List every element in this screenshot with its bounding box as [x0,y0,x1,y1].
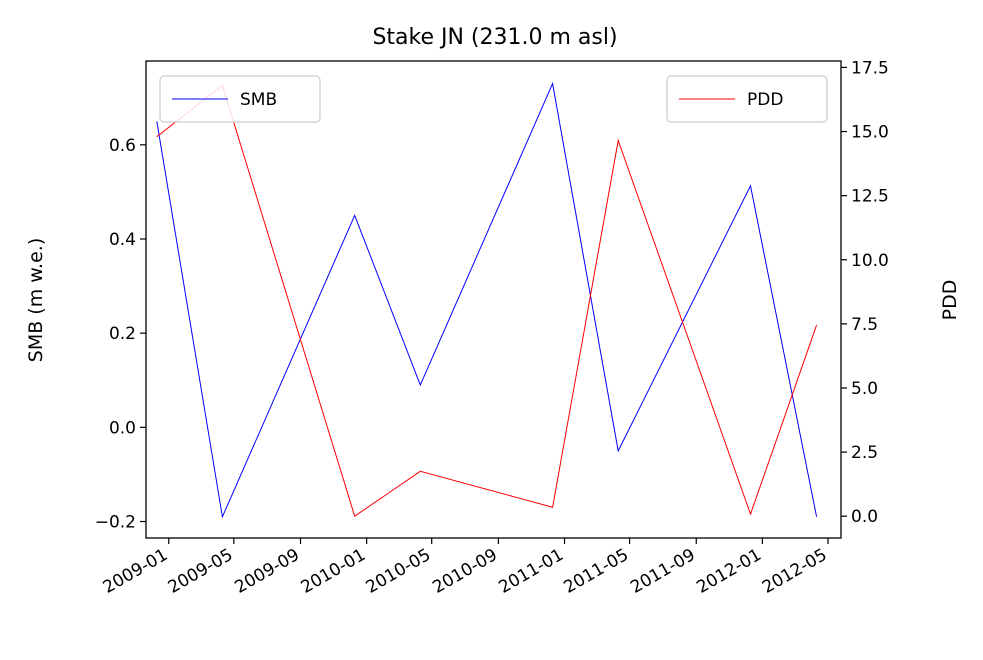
y2-tick-label: 12.5 [851,187,889,207]
y2-tick-label: 10.0 [851,251,889,271]
y2-tick-label: 2.5 [851,443,878,463]
legends: SMB PDD [159,75,828,123]
y2-axis-label: PDD [939,280,961,321]
y-tick-label: 0.4 [109,230,136,250]
y-tick-label: 0.0 [109,418,136,438]
y-axis-label: SMB (m w.e.) [25,238,47,362]
series-line-smb [156,81,818,519]
axes [145,60,842,539]
legend-label: SMB [240,90,277,110]
legend-pdd: PDD [666,75,828,123]
y2-tick-label: 17.5 [851,58,889,78]
y2-tick-label: 5.0 [851,379,878,399]
legend-box [666,75,828,123]
y-tick-label: 0.6 [109,136,136,156]
plot-area [156,81,818,519]
y2-tick-label: 7.5 [851,315,878,335]
y2-tick-label: 15.0 [851,123,889,143]
y-tick-label: 0.2 [109,324,136,344]
y2-tick-label: 0.0 [851,507,878,527]
legend-label: PDD [747,90,783,110]
series-line-pdd [156,84,818,517]
plot-frame [145,60,842,539]
legend-smb: SMB [159,75,321,123]
legend-box [159,75,321,123]
chart-title: Stake JN (231.0 m asl) [372,25,617,50]
y-tick-label: −0.2 [95,513,136,533]
